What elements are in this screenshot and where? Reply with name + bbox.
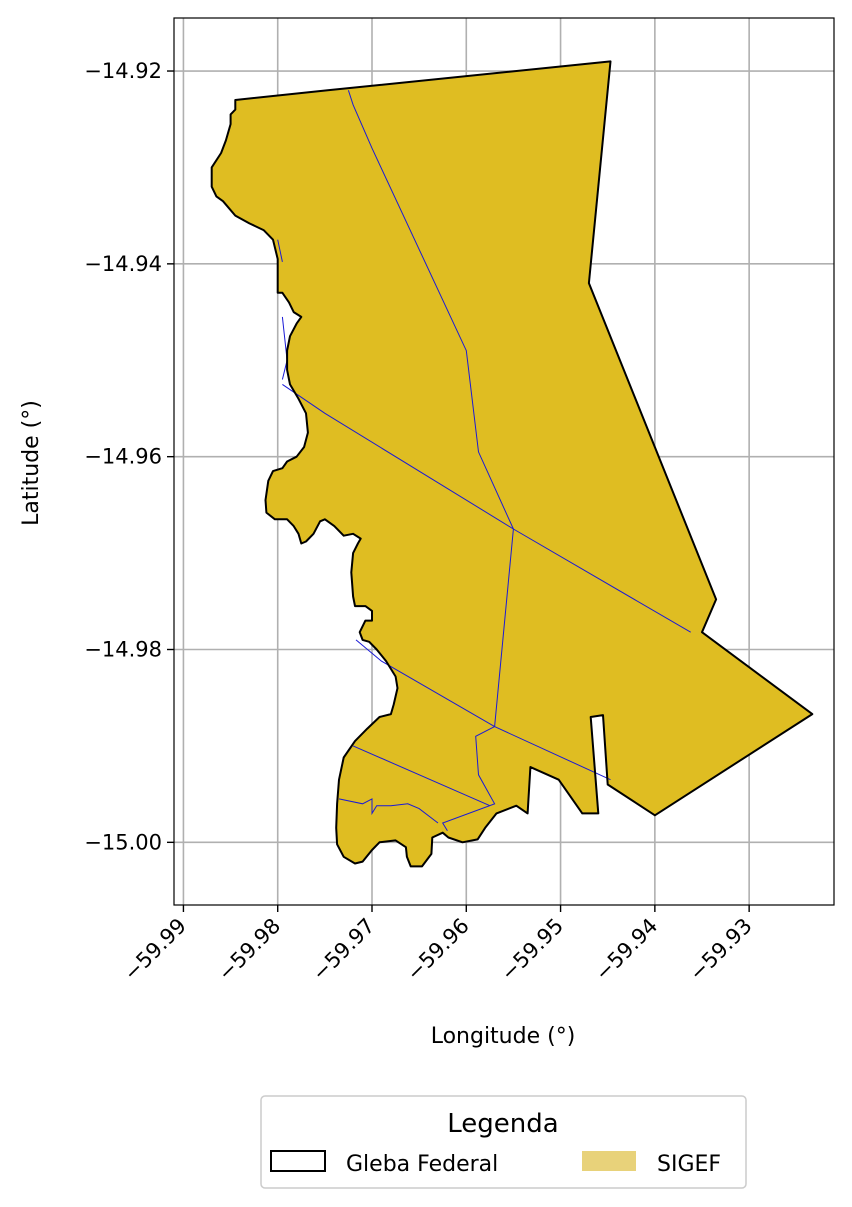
parcel-boundaries (277, 90, 691, 832)
y-axis-label: Latitude (°) (19, 400, 44, 526)
sigef-area (211, 61, 813, 867)
legend-sigef-label: SIGEF (657, 1152, 721, 1177)
parcel-line (338, 798, 439, 824)
parcel-line (355, 639, 611, 781)
legend: Legenda Gleba Federal SIGEF (260, 1095, 747, 1189)
legend-title: Legenda (447, 1109, 558, 1139)
y-tick-label: −15.00 (84, 830, 162, 854)
x-axis-label: Longitude (°) (431, 1024, 576, 1049)
y-tick-label: −14.92 (84, 59, 162, 83)
y-tick-label: −14.94 (84, 252, 162, 276)
parcel-line (352, 745, 491, 807)
y-tick-label: −14.96 (84, 445, 162, 469)
parcel-line (277, 239, 283, 263)
y-tick-label: −14.98 (84, 638, 162, 662)
legend-gleba-label: Gleba Federal (346, 1152, 498, 1177)
gleba-federal-boundary (210, 60, 814, 868)
plot-frame (173, 17, 835, 906)
parcel-line (282, 383, 691, 633)
parcel-line (441, 726, 496, 832)
legend-sigef-swatch (582, 1151, 636, 1171)
y-axis-ticks: −14.92 −14.94 −14.96 −14.98 −15.00 (84, 59, 174, 854)
legend-gleba-swatch (270, 1150, 326, 1172)
